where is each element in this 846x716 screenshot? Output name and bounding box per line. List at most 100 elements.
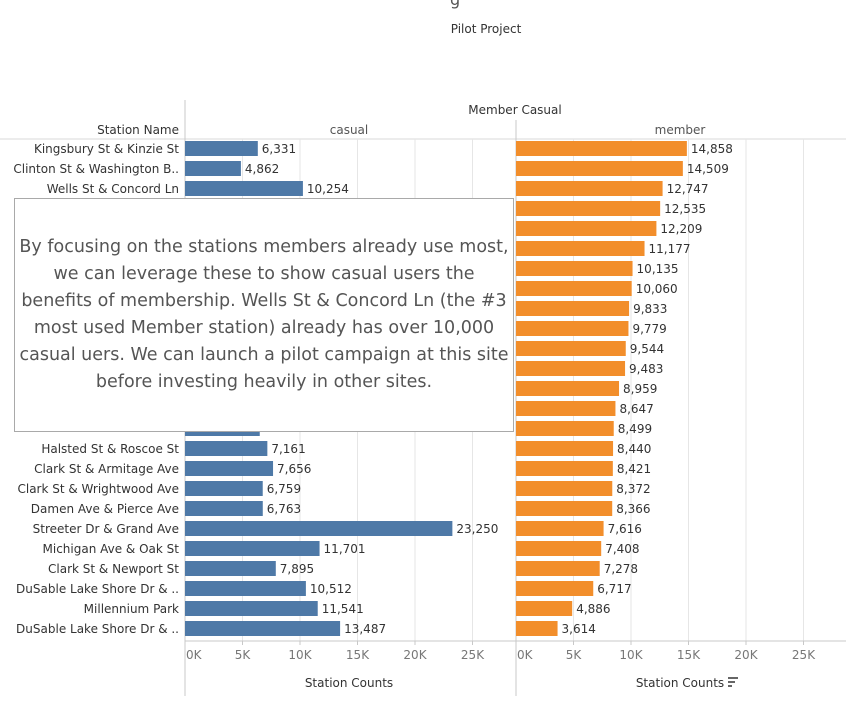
bar-member bbox=[516, 141, 687, 156]
category-label: Millennium Park bbox=[84, 602, 179, 616]
bar-member bbox=[516, 341, 626, 356]
data-label-member: 8,959 bbox=[623, 382, 657, 396]
bar-member bbox=[516, 461, 613, 476]
category-label: Clark St & Armitage Ave bbox=[34, 462, 179, 476]
category-label: Clark St & Newport St bbox=[48, 562, 179, 576]
data-label-casual: 7,895 bbox=[280, 562, 314, 576]
row-header: Station Name bbox=[97, 123, 179, 137]
data-label-member: 8,647 bbox=[619, 402, 653, 416]
x-tick-label: 5K bbox=[566, 648, 583, 662]
data-label-member: 8,499 bbox=[618, 422, 652, 436]
category-label: Michigan Ave & Oak St bbox=[43, 542, 180, 556]
data-label-member: 14,858 bbox=[691, 142, 733, 156]
bar-member bbox=[516, 481, 613, 496]
data-label-member: 9,544 bbox=[630, 342, 664, 356]
bar-casual bbox=[185, 601, 318, 616]
category-label: Wells St & Concord Ln bbox=[47, 182, 179, 196]
bar-member bbox=[516, 621, 558, 636]
panel-header-member: member bbox=[655, 123, 706, 137]
bar-member bbox=[516, 421, 614, 436]
category-label: Clinton St & Washington B.. bbox=[13, 162, 179, 176]
bar-casual bbox=[185, 541, 320, 556]
data-label-casual: 4,862 bbox=[245, 162, 279, 176]
bar-casual bbox=[185, 561, 276, 576]
x-tick-label: 0K bbox=[186, 648, 203, 662]
bar-casual bbox=[185, 581, 306, 596]
bar-casual bbox=[185, 441, 268, 456]
bar-member bbox=[516, 201, 661, 216]
data-label-casual: 6,763 bbox=[267, 502, 301, 516]
bar-member bbox=[516, 321, 629, 336]
data-label-member: 7,408 bbox=[605, 542, 639, 556]
x-axis-label-casual: Station Counts bbox=[305, 676, 393, 690]
data-label-member: 4,886 bbox=[576, 602, 610, 616]
bar-member bbox=[516, 161, 683, 176]
bar-member bbox=[516, 181, 663, 196]
bar-member bbox=[516, 281, 632, 296]
data-label-member: 12,535 bbox=[664, 202, 706, 216]
x-tick-label: 10K bbox=[288, 648, 312, 662]
bar-member bbox=[516, 241, 645, 256]
x-tick-label: 15K bbox=[677, 648, 701, 662]
sort-descending-icon[interactable] bbox=[728, 677, 738, 687]
data-label-member: 7,278 bbox=[604, 562, 638, 576]
bar-casual bbox=[185, 521, 453, 536]
x-tick-label: 15K bbox=[346, 648, 370, 662]
x-tick-label: 0K bbox=[517, 648, 534, 662]
data-label-casual: 10,254 bbox=[307, 182, 349, 196]
column-header: Member Casual bbox=[468, 103, 561, 117]
category-label: Kingsbury St & Kinzie St bbox=[34, 142, 179, 156]
data-label-member: 3,614 bbox=[562, 622, 596, 636]
bar-casual bbox=[185, 501, 263, 516]
bar-casual bbox=[185, 181, 303, 196]
data-label-member: 8,421 bbox=[617, 462, 651, 476]
data-label-member: 8,366 bbox=[616, 502, 650, 516]
bar-member bbox=[516, 441, 614, 456]
x-tick-label: 25K bbox=[461, 648, 485, 662]
bar-casual bbox=[185, 161, 241, 176]
data-label-casual: 7,656 bbox=[277, 462, 311, 476]
data-label-member: 6,717 bbox=[597, 582, 631, 596]
category-label: Clark St & Wrightwood Ave bbox=[17, 482, 179, 496]
bar-member bbox=[516, 601, 573, 616]
bar-member bbox=[516, 221, 657, 236]
data-label-casual: 11,541 bbox=[322, 602, 364, 616]
category-label: Damen Ave & Pierce Ave bbox=[31, 502, 179, 516]
data-label-member: 9,483 bbox=[629, 362, 663, 376]
bar-member bbox=[516, 361, 626, 376]
data-label-casual: 6,759 bbox=[267, 482, 301, 496]
bar-casual bbox=[185, 141, 258, 156]
chart-subtitle: Pilot Project bbox=[451, 22, 522, 36]
bar-member bbox=[516, 521, 604, 536]
category-label: Streeter Dr & Grand Ave bbox=[33, 522, 179, 536]
data-label-casual: 13,487 bbox=[344, 622, 386, 636]
bar-member bbox=[516, 581, 594, 596]
category-label: DuSable Lake Shore Dr & .. bbox=[16, 622, 179, 636]
bar-casual bbox=[185, 461, 274, 476]
bar-member bbox=[516, 381, 620, 396]
data-label-member: 12,747 bbox=[667, 182, 709, 196]
bar-member bbox=[516, 261, 633, 276]
data-label-member: 11,177 bbox=[649, 242, 691, 256]
annotation-callout: By focusing on the stations members alre… bbox=[14, 198, 514, 432]
bar-member bbox=[516, 301, 630, 316]
x-tick-label: 10K bbox=[619, 648, 643, 662]
data-label-member: 14,509 bbox=[687, 162, 729, 176]
x-axis-label-member: Station Counts bbox=[636, 676, 724, 690]
data-label-member: 8,372 bbox=[616, 482, 650, 496]
data-label-member: 7,616 bbox=[608, 522, 642, 536]
bar-member bbox=[516, 501, 613, 516]
data-label-member: 12,209 bbox=[660, 222, 702, 236]
x-tick-label: 20K bbox=[403, 648, 427, 662]
x-tick-label: 5K bbox=[235, 648, 252, 662]
title-fragment: g bbox=[450, 0, 460, 9]
data-label-member: 9,779 bbox=[632, 322, 666, 336]
data-label-casual: 11,701 bbox=[324, 542, 366, 556]
bar-member bbox=[516, 401, 616, 416]
data-label-member: 8,440 bbox=[617, 442, 651, 456]
bar-casual bbox=[185, 481, 263, 496]
data-label-casual: 6,331 bbox=[262, 142, 296, 156]
data-label-member: 10,135 bbox=[637, 262, 679, 276]
x-tick-label: 25K bbox=[792, 648, 816, 662]
